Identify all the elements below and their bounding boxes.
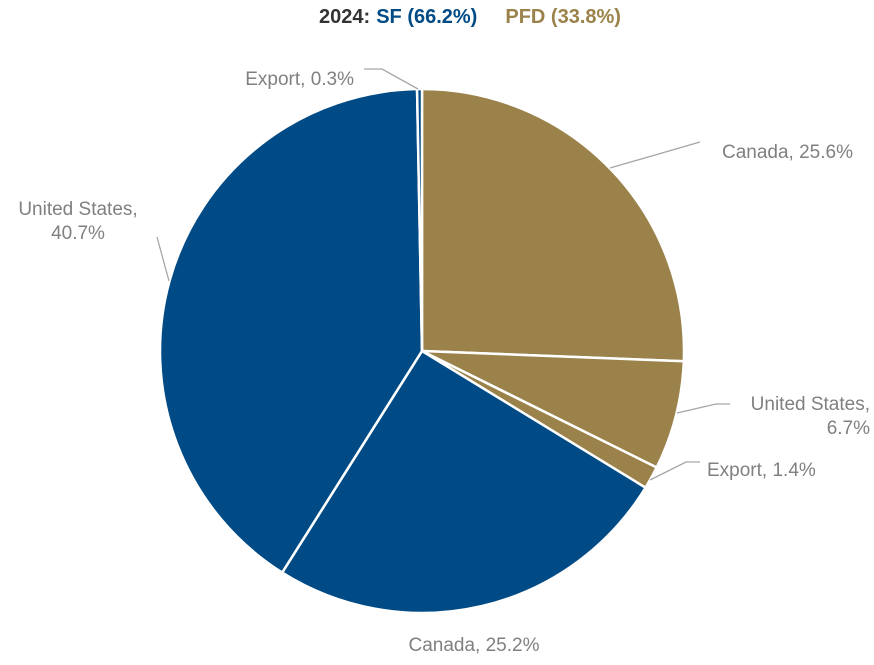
leader-line (649, 461, 700, 481)
pie-slice (158, 87, 424, 574)
data-label: United States, 6.7% (751, 394, 870, 439)
leader-line (156, 236, 170, 282)
pie-slice (420, 87, 686, 363)
data-label-line: Export, 0.3% (245, 69, 354, 90)
data-label: United States, 40.7% (18, 199, 137, 244)
leader-line (609, 141, 701, 169)
pie-slice (420, 349, 686, 469)
data-label: Canada, 25.2% (409, 635, 540, 656)
data-label-line: United States, (18, 199, 137, 220)
data-label: Canada, 25.6% (722, 142, 853, 163)
data-label: Export, 1.4% (707, 460, 816, 481)
leader-line (364, 68, 419, 90)
chart-title: 2024: SF (66.2%) PFD (33.8%) (319, 6, 621, 28)
data-label-line: Canada, 25.2% (409, 635, 540, 656)
data-label: Export, 0.3% (245, 69, 354, 90)
title-part: 2024: (319, 6, 370, 28)
title-part: SF (66.2%) (376, 6, 477, 28)
data-label-line: United States, (751, 394, 870, 415)
data-label-line: 6.7% (827, 418, 870, 439)
pie-slice (280, 349, 647, 615)
data-label-line: 40.7% (51, 223, 105, 244)
title-part: PFD (33.8%) (505, 6, 621, 28)
data-label-line: Canada, 25.6% (722, 142, 853, 163)
leader-line (676, 403, 730, 414)
data-label-line: Export, 1.4% (707, 460, 816, 481)
